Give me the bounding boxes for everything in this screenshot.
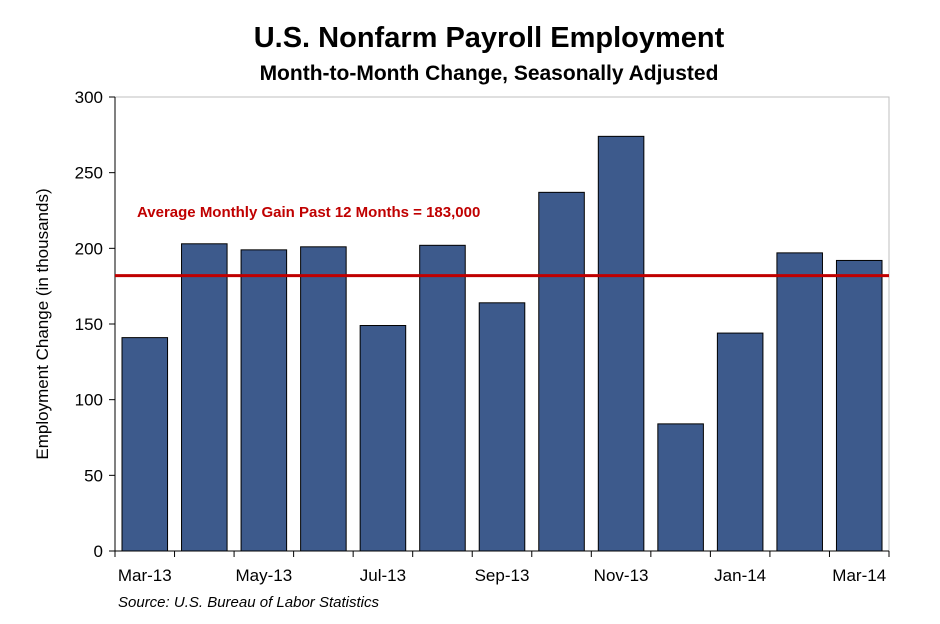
y-tick-label: 250 [75, 164, 103, 183]
y-axis: 0 50 100 150 200 250 300 [75, 88, 116, 561]
bar-apr-13 [181, 243, 228, 552]
bar-aug-13 [419, 244, 466, 552]
y-tick-label: 300 [75, 88, 103, 107]
bar-sep-13 [478, 302, 526, 552]
x-tick-label: May-13 [236, 566, 293, 585]
chart-subtitle: Month-to-Month Change, Seasonally Adjust… [260, 62, 719, 85]
bar-jul-13 [359, 325, 407, 552]
x-tick-label: Mar-13 [118, 566, 172, 585]
x-axis: Mar-13 May-13 Jul-13 Sep-13 Nov-13 Jan-14 Mar-… [114, 550, 890, 585]
x-tick-label: Sep-13 [475, 566, 530, 585]
average-reference-label: Average Monthly Gain Past 12 Months = 18… [137, 204, 480, 221]
y-tick-label: 200 [75, 239, 103, 258]
bar-dec-13 [657, 423, 704, 552]
x-tick-label: Nov-13 [594, 566, 649, 585]
chart-title: U.S. Nonfarm Payroll Employment [254, 22, 725, 54]
bar-may-13 [240, 249, 288, 552]
bar-oct-13 [538, 191, 585, 552]
y-tick-label: 100 [75, 391, 103, 410]
y-tick-label: 0 [94, 542, 103, 561]
bar-jan-14 [716, 332, 764, 552]
bar-jun-13 [300, 246, 347, 552]
y-tick-label: 50 [84, 466, 103, 485]
x-tick-label: Jan-14 [714, 566, 766, 585]
y-tick-label: 150 [75, 315, 103, 334]
x-tick-label: Jul-13 [360, 566, 406, 585]
bars [121, 135, 883, 552]
source-note: Source: U.S. Bureau of Labor Statistics [118, 594, 379, 611]
bar-nov-13 [597, 135, 645, 552]
bar-mar-14 [835, 259, 883, 552]
bar-mar-13 [121, 337, 169, 552]
x-tick-label: Mar-14 [832, 566, 886, 585]
bar-feb-14 [776, 252, 823, 552]
y-axis-label: Employment Change (in thousands) [33, 188, 52, 459]
